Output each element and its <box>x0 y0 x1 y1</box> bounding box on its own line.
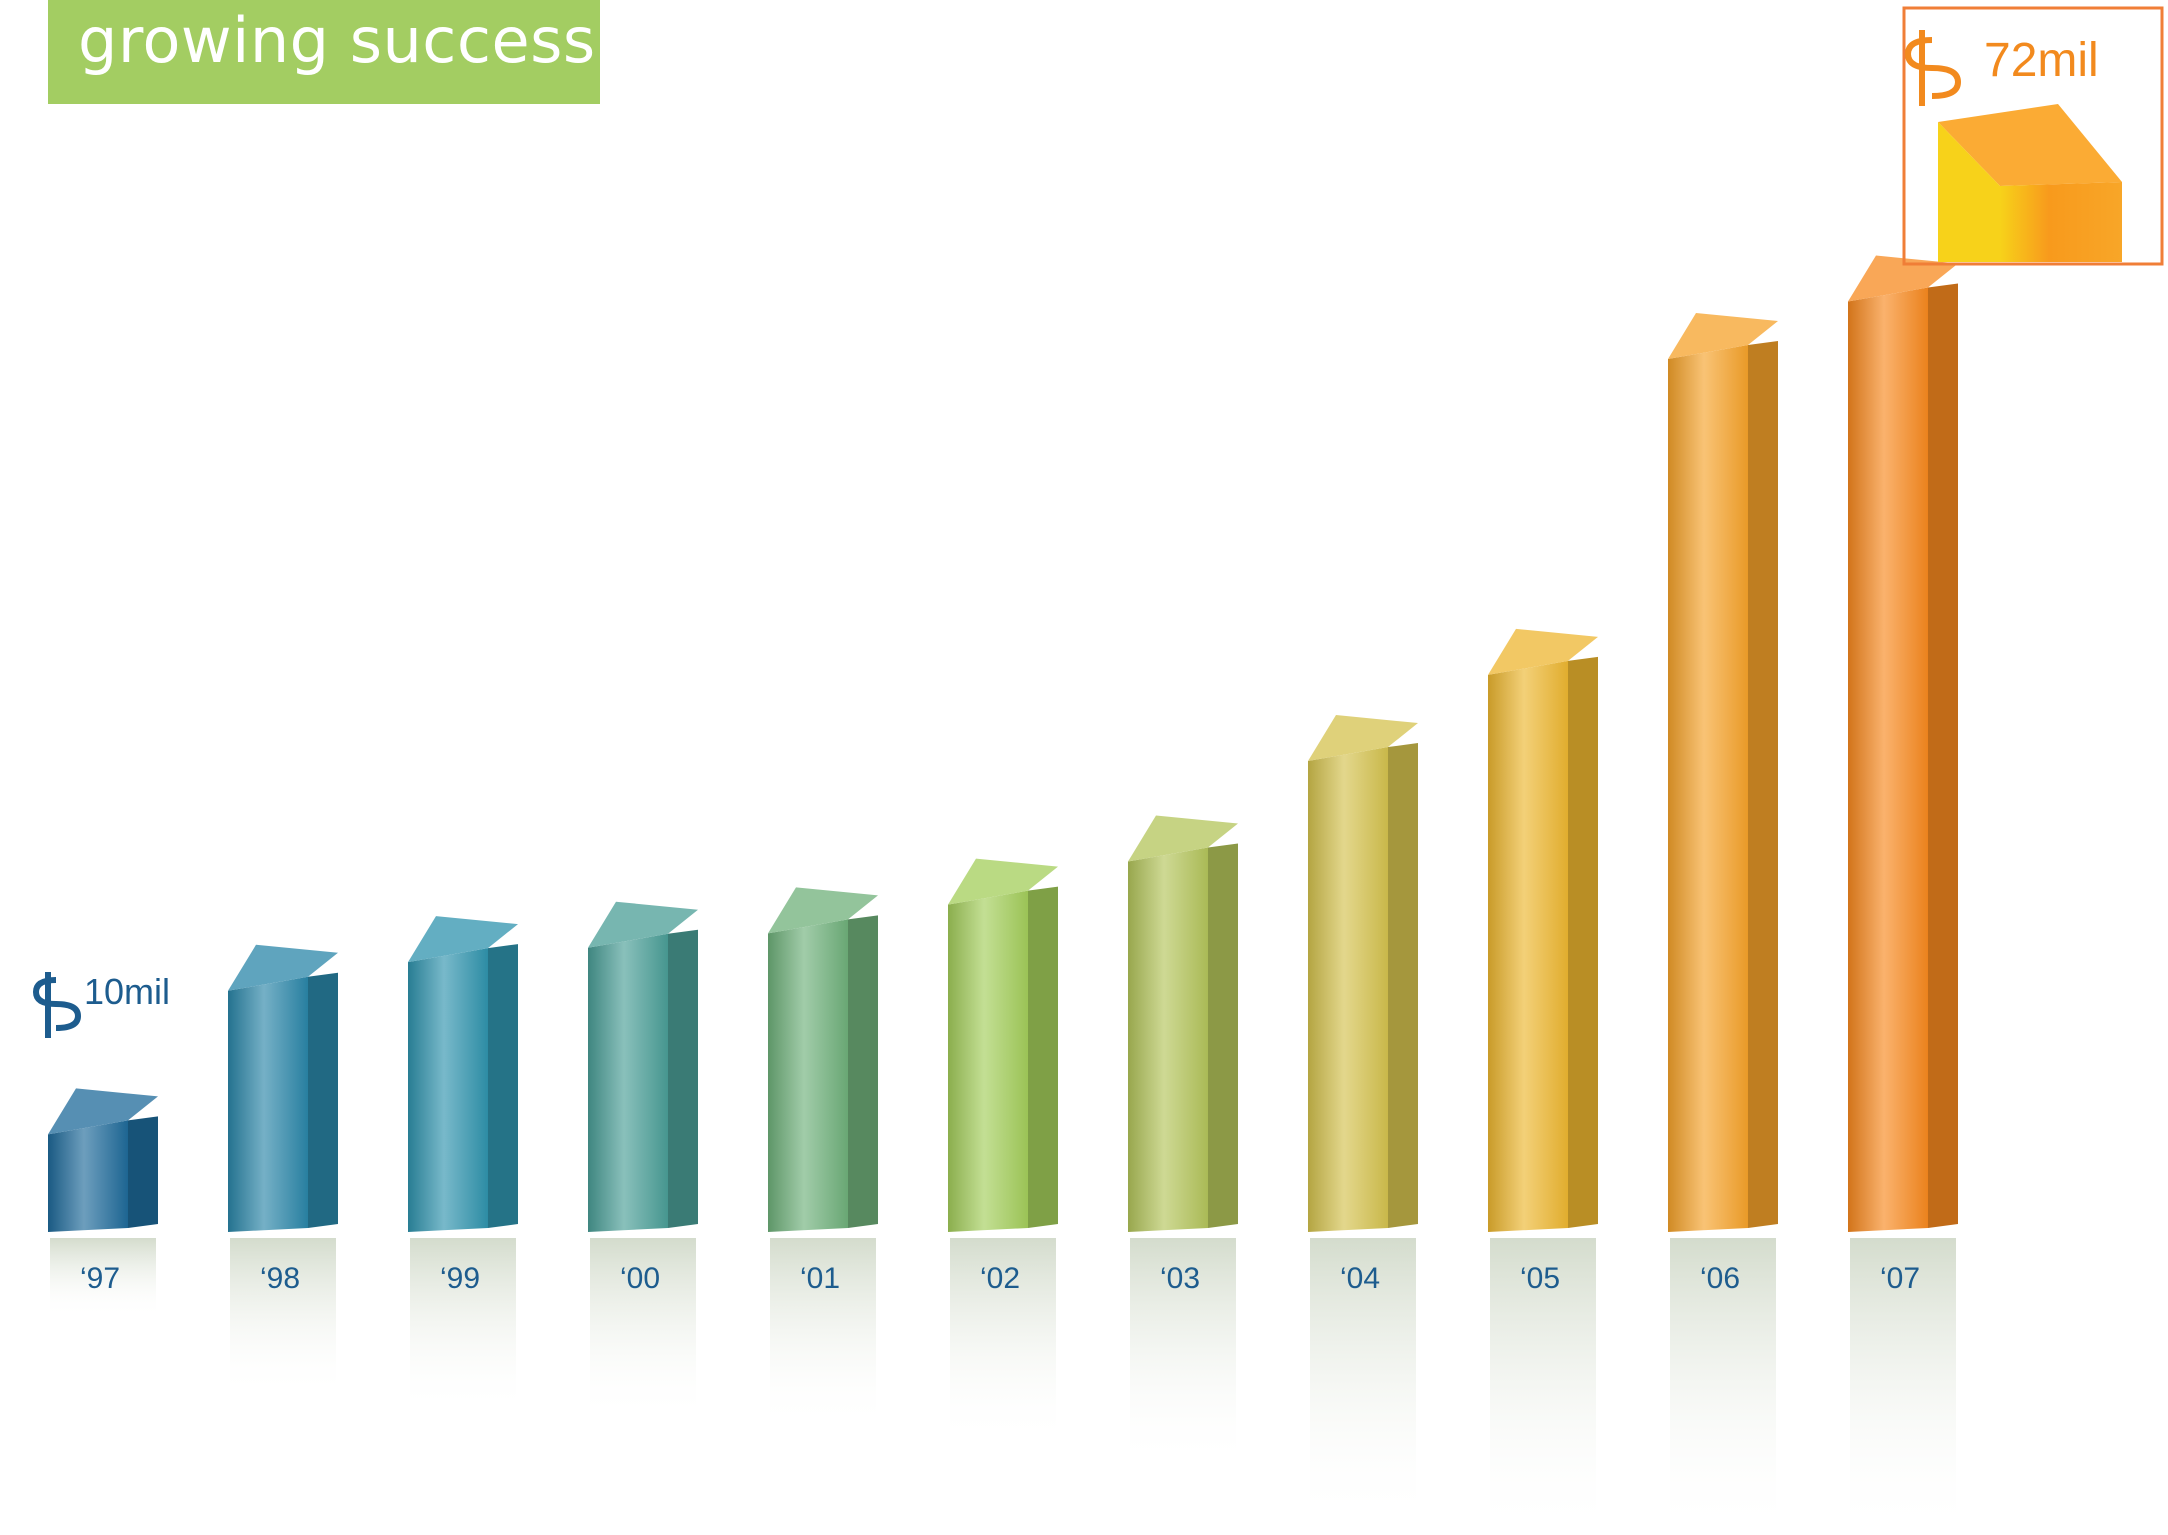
end-callout-label: 72mil <box>1984 34 2099 87</box>
bar-top-face <box>228 944 338 991</box>
bar-top-face <box>768 887 878 934</box>
bar-front-face <box>408 948 488 1232</box>
bar-reflection <box>950 1238 1056 1444</box>
bar-reflection <box>1130 1238 1236 1468</box>
bar-side-face <box>1388 743 1418 1228</box>
bar-01: ‘01 <box>768 887 878 1428</box>
bar-reflection <box>410 1238 516 1412</box>
bar-front-face <box>1308 747 1388 1232</box>
start-callout-label: 10mil <box>84 971 170 1012</box>
bar-side-face <box>1028 886 1058 1228</box>
bar-reflection <box>1310 1238 1416 1523</box>
bar-side-face <box>1748 340 1778 1229</box>
bar-front-face <box>1848 287 1928 1232</box>
dollar-icon <box>32 972 82 1038</box>
bar-side-face <box>848 915 878 1228</box>
bar-front-face <box>768 919 848 1232</box>
bar-front-face <box>948 890 1028 1232</box>
bar-side-face <box>668 929 698 1228</box>
bar-side-face <box>1208 843 1238 1228</box>
tick-label: ‘00 <box>620 1262 660 1295</box>
bar-top-face <box>1848 255 1958 302</box>
bar-top-face <box>408 916 518 963</box>
bar-top-face <box>1668 312 1778 359</box>
dollar-icon <box>1904 30 1962 106</box>
tick-label: ‘06 <box>1700 1262 1740 1295</box>
bar-reflection <box>770 1238 876 1428</box>
bar-side-face <box>308 972 338 1228</box>
tick-label: ‘98 <box>260 1262 300 1295</box>
tick-label: ‘03 <box>1160 1262 1200 1295</box>
bar-02: ‘02 <box>948 858 1058 1444</box>
tick-label: ‘05 <box>1520 1262 1560 1295</box>
bar-04: ‘04 <box>1308 715 1418 1523</box>
bar-top-face <box>1488 628 1598 675</box>
bar-05: ‘05 <box>1488 628 1598 1535</box>
bar-98: ‘98 <box>228 944 338 1396</box>
chart-title: growing success <box>78 4 596 77</box>
bar-top-face <box>48 1088 158 1135</box>
tick-label: ‘01 <box>800 1262 840 1295</box>
bar-reflection <box>590 1238 696 1420</box>
start-callout: 10mil <box>32 971 170 1038</box>
bar-03: ‘03 <box>1128 815 1238 1468</box>
end-callout-frame <box>1902 6 2164 266</box>
bar-side-face <box>1568 656 1598 1228</box>
bar-reflection <box>1850 1238 1956 1535</box>
bar-front-face <box>228 976 308 1232</box>
bar-99: ‘99 <box>408 916 518 1412</box>
bar-front-face <box>48 1120 128 1232</box>
bar-top-face <box>948 858 1058 905</box>
bar-97: ‘97 <box>48 1088 158 1317</box>
bar-06: ‘06 <box>1668 312 1778 1535</box>
bar-side-face <box>1928 283 1958 1228</box>
bar-top-face <box>588 901 698 948</box>
tick-label: ‘99 <box>440 1262 480 1295</box>
tick-label: ‘97 <box>80 1262 120 1295</box>
bar-front-face <box>588 933 668 1232</box>
bar-reflection <box>1490 1238 1596 1535</box>
chart-title-box: growing success <box>48 0 600 104</box>
end-callout: 72mil <box>1902 6 2164 266</box>
bar-side-face <box>128 1116 158 1228</box>
bar-front-face <box>1668 344 1748 1233</box>
bar-00: ‘00 <box>588 901 698 1420</box>
tick-label: ‘02 <box>980 1262 1020 1295</box>
bar-side-face <box>488 944 518 1228</box>
bar-07: ‘07 <box>1848 255 1958 1535</box>
bar-reflection <box>230 1238 336 1396</box>
bar-front-face <box>1128 847 1208 1232</box>
bar-front-face <box>1488 660 1568 1232</box>
bar-top-face <box>1308 715 1418 762</box>
tick-label: ‘04 <box>1340 1262 1380 1295</box>
highlight-block <box>1938 104 2122 262</box>
bar-top-face <box>1128 815 1238 862</box>
tick-label: ‘07 <box>1880 1262 1920 1295</box>
bar-reflection <box>1670 1238 1776 1535</box>
bar-reflection <box>50 1238 156 1317</box>
